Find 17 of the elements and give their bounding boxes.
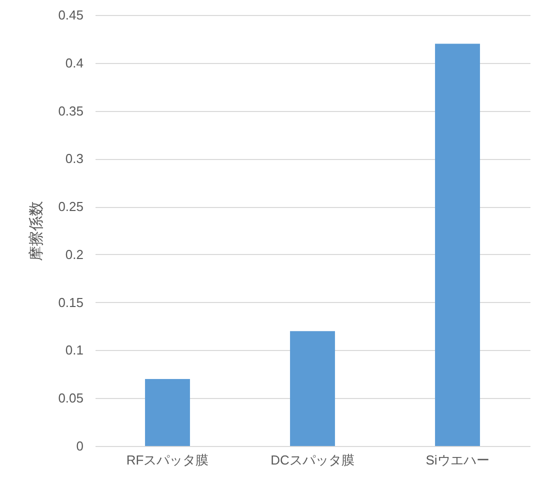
x-tick-label: RFスパッタ膜: [126, 452, 209, 468]
bar: [145, 378, 190, 446]
y-tick-label: 0: [76, 438, 84, 454]
x-tick-label: Siウエハー: [426, 452, 490, 468]
y-axis-title: 摩擦係数: [28, 201, 46, 261]
y-tick-label: 0.35: [58, 103, 84, 118]
y-tick-label: 0.45: [58, 8, 84, 22]
bar: [435, 44, 480, 446]
y-tick-label: 0.1: [65, 342, 84, 358]
y-tick-label: 0.25: [58, 199, 84, 214]
bar: [290, 331, 335, 446]
x-tick-label: DCスパッタ膜: [270, 452, 354, 468]
y-tick-label: 0.15: [58, 294, 84, 310]
y-tick-label: 0.3: [65, 151, 84, 166]
y-tick-label: 0.4: [65, 55, 84, 70]
y-tick-label: 0.05: [58, 390, 84, 406]
y-tick-label: 0.2: [65, 246, 84, 262]
